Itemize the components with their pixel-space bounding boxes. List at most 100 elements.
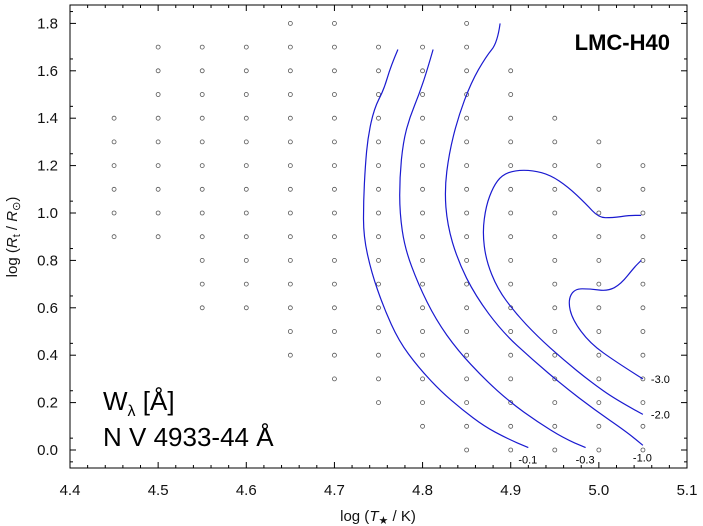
model-grid-point xyxy=(552,186,558,192)
model-grid-point xyxy=(640,281,646,287)
contour-line xyxy=(399,49,586,449)
model-grid-point xyxy=(287,68,293,74)
y-tick-label: 1.4 xyxy=(37,110,58,127)
model-grid-point xyxy=(287,92,293,97)
model-grid-point xyxy=(464,329,470,334)
model-grid-point xyxy=(376,281,381,287)
model-grid-point xyxy=(508,447,514,453)
model-grid-point xyxy=(111,234,117,240)
model-grid-point xyxy=(376,257,381,263)
model-grid-point xyxy=(552,305,558,311)
model-grid-point xyxy=(420,139,425,145)
contour-line xyxy=(568,259,644,380)
x-tick-label: 4.9 xyxy=(500,482,521,499)
model-grid-point xyxy=(155,44,161,50)
model-grid-point xyxy=(640,423,646,429)
model-grid-point xyxy=(552,234,558,240)
model-grid-point xyxy=(420,329,425,334)
model-grid-point xyxy=(155,115,161,121)
model-grid-point xyxy=(640,210,646,216)
y-axis: 0.0 0.2 0.4 0.6 0.8 1.0 1.2 1.4 1.6 1.8 xyxy=(37,11,687,463)
model-grid-point xyxy=(596,447,602,453)
model-grid-point xyxy=(199,305,205,311)
model-grid-point xyxy=(376,163,381,169)
model-grid-point xyxy=(111,186,117,192)
contour-line xyxy=(444,23,644,446)
y-tick-label: 0.2 xyxy=(37,395,58,412)
model-grid-point xyxy=(287,305,293,311)
model-grid-point xyxy=(464,210,470,216)
model-grid-point xyxy=(287,44,293,50)
note-line2: N V 4933-44 Å xyxy=(103,422,274,452)
model-grid-point xyxy=(640,305,646,311)
model-grid-point xyxy=(287,210,293,216)
model-grid-point xyxy=(287,163,293,169)
model-grid-point xyxy=(508,186,514,192)
model-grid-point xyxy=(420,234,425,240)
x-axis-label: log (T★ / K) xyxy=(340,508,416,526)
model-grid-point xyxy=(332,139,337,145)
model-grid-point xyxy=(508,115,514,121)
model-grid-point xyxy=(376,400,381,406)
model-grid-point xyxy=(640,329,646,334)
model-grid-point xyxy=(508,257,514,263)
model-grid-point xyxy=(420,92,425,97)
model-grid-point xyxy=(376,376,381,382)
model-grid-point xyxy=(243,210,249,216)
y-axis-label-var2: R xyxy=(4,211,21,222)
model-grid-point xyxy=(464,376,470,382)
model-grid-point xyxy=(596,234,602,240)
note-line1-rest: [Å] xyxy=(136,386,175,416)
x-tick-label: 4.5 xyxy=(148,482,169,499)
model-grid-point xyxy=(464,92,470,97)
contour-label: -2.0 xyxy=(651,409,670,421)
model-grid-point xyxy=(596,186,602,192)
model-grid-point xyxy=(464,163,470,169)
model-grid-point xyxy=(199,234,205,240)
x-tick-label: 4.4 xyxy=(60,482,81,499)
model-grid-point xyxy=(596,376,602,382)
y-tick-label: 1.0 xyxy=(37,205,58,222)
model-grid-point xyxy=(243,139,249,145)
model-grid-point xyxy=(552,423,558,429)
model-grid-point xyxy=(420,423,425,429)
plot-frame xyxy=(69,4,688,469)
model-grid-point xyxy=(287,352,293,358)
model-grid-point xyxy=(508,139,514,145)
x-tick-label: 4.8 xyxy=(412,482,433,499)
model-grid-point xyxy=(376,210,381,216)
model-grid-point xyxy=(552,115,558,121)
model-grid-point xyxy=(420,376,425,382)
model-grid-point xyxy=(508,376,514,382)
model-grid-point xyxy=(420,281,425,287)
note-line1-sub: λ xyxy=(128,403,136,420)
model-grid-point xyxy=(552,139,558,145)
model-grid-point xyxy=(332,376,337,382)
model-grid-point xyxy=(552,400,558,406)
x-tick-label: 5.0 xyxy=(588,482,609,499)
model-grid-point xyxy=(464,423,470,429)
y-axis-label-post: ) xyxy=(4,197,21,202)
model-grid-point xyxy=(464,281,470,287)
contour-label: -0.3 xyxy=(576,455,595,467)
y-tick-label: 0.8 xyxy=(37,252,58,269)
model-grid-point xyxy=(155,163,161,169)
model-grid-point xyxy=(332,68,337,74)
model-grid-point xyxy=(508,352,514,358)
model-grid-point xyxy=(332,257,337,263)
model-grid-point xyxy=(332,210,337,216)
model-grid-point xyxy=(243,163,249,169)
model-grid-point xyxy=(508,92,514,97)
model-grid-point xyxy=(420,257,425,263)
model-grid-points xyxy=(111,20,646,453)
y-axis-label-pre: log ( xyxy=(4,248,21,277)
model-grid-point xyxy=(199,68,205,74)
model-grid-point xyxy=(464,447,470,453)
model-grid-point xyxy=(155,210,161,216)
model-grid-point xyxy=(420,400,425,406)
y-axis-label-sub: t xyxy=(11,234,23,237)
model-grid-point xyxy=(376,68,381,74)
model-grid-point xyxy=(420,186,425,192)
model-grid-point xyxy=(508,68,514,74)
